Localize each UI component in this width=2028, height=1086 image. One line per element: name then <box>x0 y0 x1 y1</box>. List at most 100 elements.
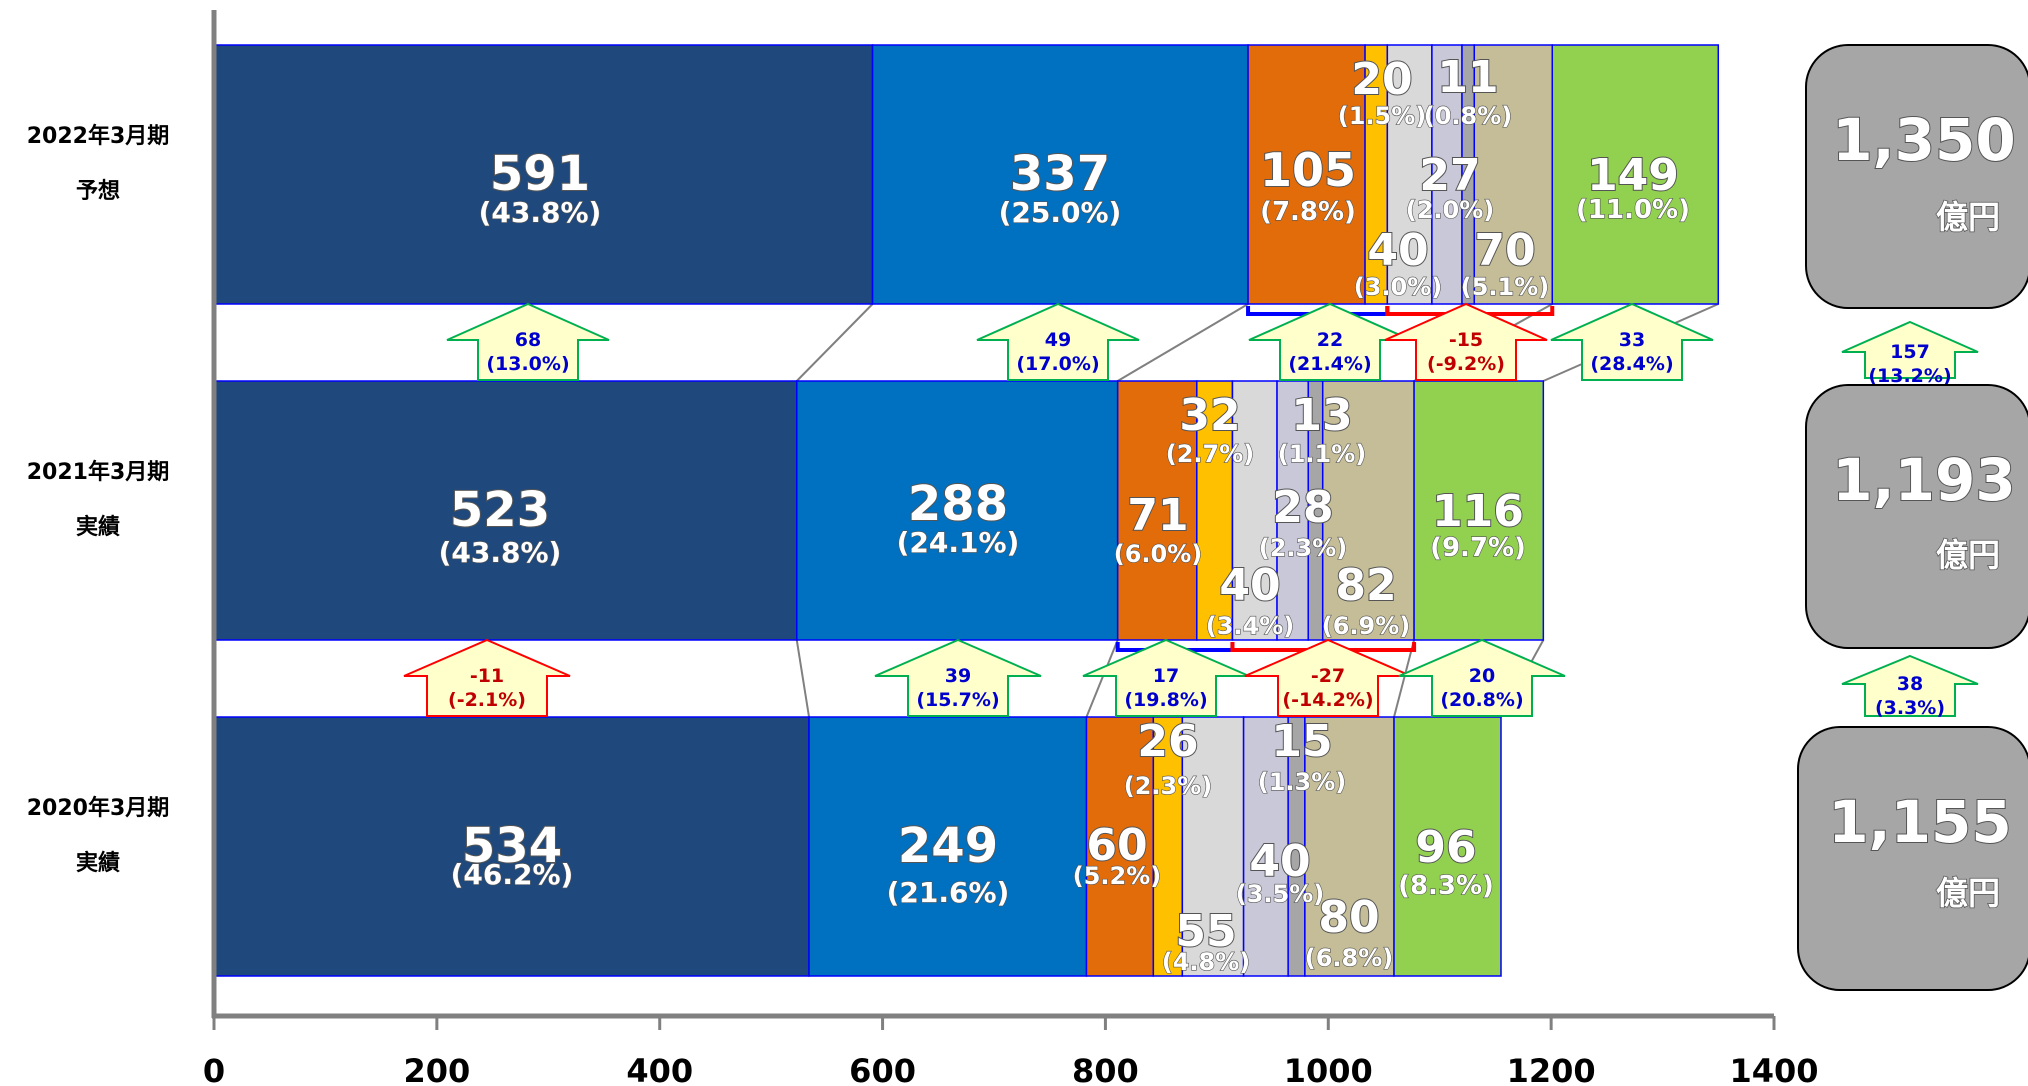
segment-percent-label: (0.8%) <box>1424 102 1513 130</box>
change-percent-label: (19.8%) <box>1124 689 1207 711</box>
total-boxes: 1,350 億円 1,193 億円 1,155 億円 <box>1797 44 2028 991</box>
x-tick-label: 600 <box>849 1052 916 1086</box>
segment-value-label: 591 <box>490 146 590 202</box>
connector-line <box>795 639 811 718</box>
segment-value-label: 288 <box>908 476 1008 532</box>
bar-segment <box>1473 44 1554 305</box>
x-axis: 0 200 400 600 800 1000 1200 1400 <box>203 10 1819 1086</box>
bar-segment <box>1085 716 1155 977</box>
segment-labels: 591(43.8%)337(25.0%)105(7.8%)20(1.5%)40(… <box>438 51 1691 977</box>
change-value-label: -11 <box>470 665 504 687</box>
category-label: 2020年3月期 <box>27 795 170 821</box>
x-tick-label: 1000 <box>1284 1052 1373 1086</box>
connector-line <box>796 303 874 382</box>
segment-value-label: 337 <box>1010 146 1110 202</box>
bar-segment <box>1413 380 1545 641</box>
bar-segment <box>1321 380 1415 641</box>
segment-value-label: 60 <box>1086 820 1147 871</box>
x-tick-label: 0 <box>203 1052 225 1086</box>
change-value-label: 49 <box>1045 329 1071 351</box>
change-value-label: -15 <box>1449 329 1483 351</box>
bar-segment <box>1276 380 1309 641</box>
x-tick-label: 1400 <box>1729 1052 1818 1086</box>
segment-percent-label: (43.8%) <box>479 196 602 229</box>
total-unit-label: 億円 <box>1936 874 2000 912</box>
total-unit-label: 億円 <box>1936 536 2000 574</box>
segment-percent-label: (46.2%) <box>451 858 574 891</box>
segment-percent-label: (3.0%) <box>1354 273 1443 301</box>
change-arrow <box>1841 654 1979 717</box>
x-tick-label: 400 <box>626 1052 693 1086</box>
change-value-label: 38 <box>1897 673 1923 695</box>
change-arrow <box>1398 638 1566 717</box>
x-tick-label: 1200 <box>1507 1052 1596 1086</box>
segment-percent-label: (7.8%) <box>1260 197 1356 227</box>
change-arrow <box>874 638 1042 717</box>
change-percent-label: (3.3%) <box>1875 697 1945 719</box>
segment-percent-label: (1.3%) <box>1258 768 1347 796</box>
change-percent-label: (-9.2%) <box>1427 353 1505 375</box>
change-arrow <box>446 302 610 381</box>
segment-value-label: 55 <box>1175 906 1236 957</box>
segment-percent-label: (24.1%) <box>897 526 1020 559</box>
segment-percent-label: (3.5%) <box>1236 880 1325 908</box>
change-value-label: 157 <box>1890 341 1930 363</box>
change-percent-label: (28.4%) <box>1590 353 1673 375</box>
category-label: 2022年3月期 <box>27 123 170 149</box>
segment-value-label: 27 <box>1419 150 1480 201</box>
segment-percent-label: (1.5%) <box>1338 102 1427 130</box>
change-value-label: 20 <box>1469 665 1495 687</box>
bar-segment <box>1431 44 1463 305</box>
segment-percent-label: (6.0%) <box>1114 540 1203 568</box>
change-percent-label: (15.7%) <box>916 689 999 711</box>
category-sublabel: 実績 <box>76 850 120 876</box>
segment-value-label: 105 <box>1260 143 1356 197</box>
segment-value-label: 11 <box>1437 52 1498 103</box>
segment-value-label: 26 <box>1137 716 1198 767</box>
segment-percent-label: (4.8%) <box>1162 948 1251 976</box>
segment-percent-label: (2.3%) <box>1259 534 1348 562</box>
segment-value-label: 40 <box>1219 560 1280 611</box>
segment-value-label: 15 <box>1271 716 1332 767</box>
segment-percent-label: (2.7%) <box>1166 440 1255 468</box>
segment-percent-label: (6.8%) <box>1305 944 1394 972</box>
segment-value-label: 96 <box>1415 822 1476 873</box>
change-percent-label: (20.8%) <box>1440 689 1523 711</box>
segment-value-label: 116 <box>1432 486 1524 537</box>
segment-percent-label: (2.0%) <box>1406 196 1495 224</box>
segment-percent-label: (25.0%) <box>999 196 1122 229</box>
connector-line <box>1085 639 1119 718</box>
bar-segment <box>1242 716 1289 977</box>
segment-value-label: 71 <box>1127 490 1188 541</box>
segment-value-label: 40 <box>1249 836 1310 887</box>
change-arrow <box>1841 320 1979 379</box>
x-tick-label: 200 <box>403 1052 470 1086</box>
bar-segment <box>1196 380 1234 641</box>
bar-segment <box>1116 380 1198 641</box>
total-box <box>1797 726 2028 991</box>
bar-segment <box>1231 380 1278 641</box>
segment-value-label: 249 <box>898 818 998 874</box>
bar-segment <box>1152 716 1184 977</box>
bar-segment <box>1304 716 1395 977</box>
total-box <box>1805 384 2028 649</box>
total-value-label: 1,350 <box>1832 106 2015 174</box>
segment-value-label: 32 <box>1179 390 1240 441</box>
total-value-label: 1,193 <box>1832 446 2015 514</box>
change-percent-label: (-2.1%) <box>448 689 526 711</box>
x-tick-label: 800 <box>1072 1052 1139 1086</box>
segment-value-label: 149 <box>1587 150 1679 201</box>
change-value-label: 22 <box>1317 329 1343 351</box>
segment-percent-label: (9.7%) <box>1430 533 1526 563</box>
segment-percent-label: (8.3%) <box>1398 871 1494 901</box>
segment-percent-label: (3.4%) <box>1206 612 1295 640</box>
bar-segment <box>1551 44 1720 305</box>
change-percent-label: (-14.2%) <box>1282 689 1373 711</box>
segment-value-label: 20 <box>1351 54 1412 105</box>
change-arrow <box>976 302 1140 381</box>
segment-value-label: 28 <box>1272 482 1333 533</box>
segment-percent-label: (11.0%) <box>1576 195 1690 225</box>
bar-segment <box>1247 44 1366 305</box>
change-arrow <box>1384 302 1548 381</box>
